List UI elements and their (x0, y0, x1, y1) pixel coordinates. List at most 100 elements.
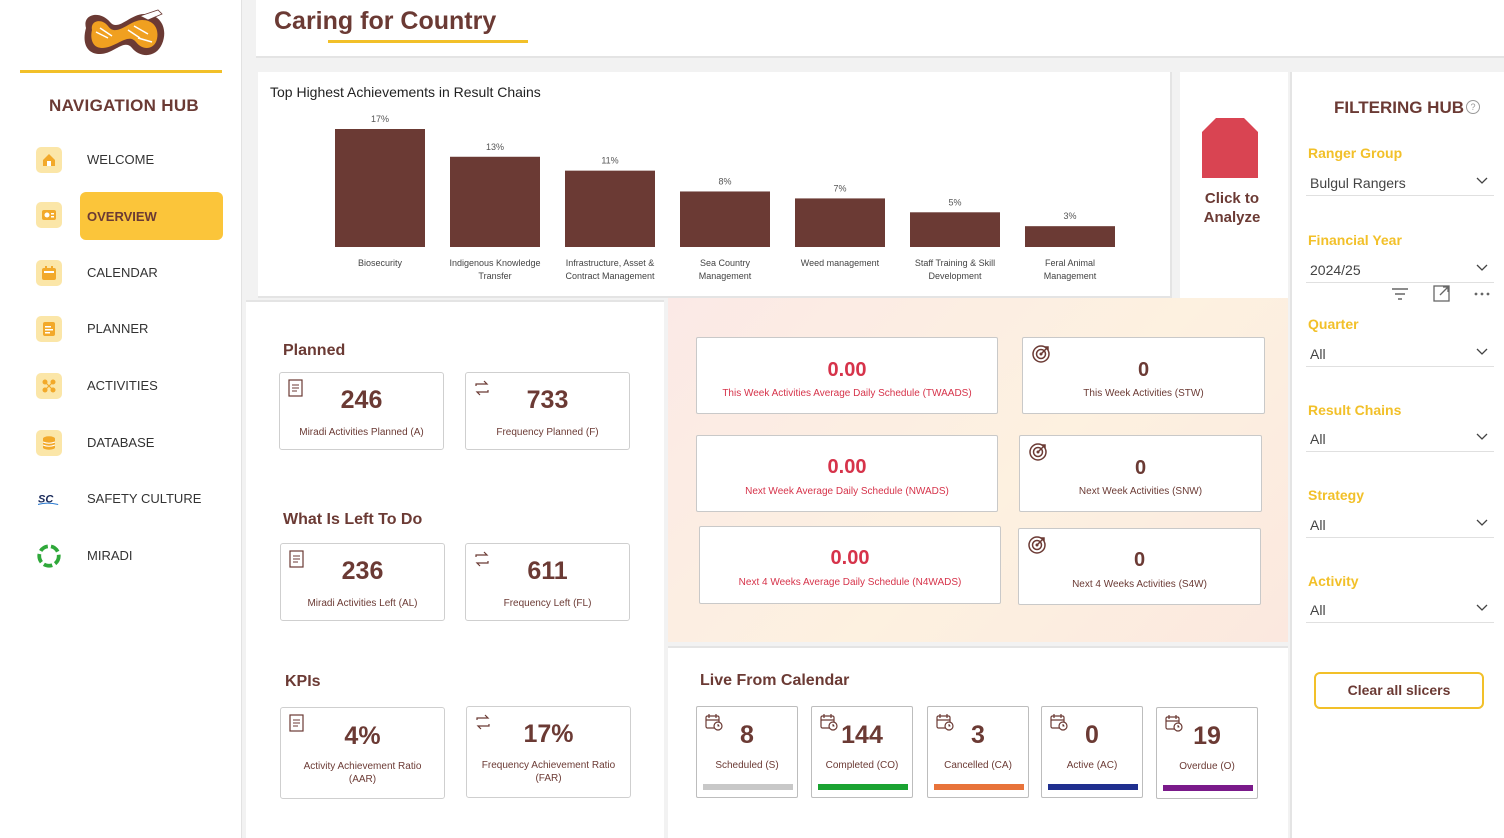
repeat-icon (476, 714, 490, 730)
nav-item-miradi[interactable]: MIRADI (0, 533, 242, 579)
nav-divider (20, 70, 222, 73)
card-value: 3 (971, 721, 985, 749)
dropdown-value: All (1310, 602, 1326, 618)
chart-data-label: 13% (486, 142, 504, 152)
chart-data-label: 11% (601, 156, 618, 166)
card-value: 17% (523, 720, 574, 748)
filter-title: FILTERING HUB (1334, 98, 1465, 117)
status-bar (1163, 785, 1253, 791)
nav-item-welcome[interactable]: WELCOME (0, 137, 242, 183)
page-title: Caring for Country (274, 7, 497, 35)
repeat-icon (475, 380, 489, 396)
safety-culture-logo-icon: SC (36, 486, 62, 512)
filtering-hub-panel: FILTERING HUB ? Ranger Group Bulgul Rang… (1290, 72, 1504, 838)
filter-label-financial-year: Financial Year (1308, 232, 1402, 248)
calendar-clock-icon (1050, 714, 1068, 731)
home-icon (36, 147, 62, 173)
focus-mode-icon[interactable] (1433, 285, 1450, 302)
help-icon[interactable]: ? (1466, 100, 1480, 114)
chart-bar[interactable] (450, 156, 540, 247)
calendar-clock-icon (1165, 715, 1183, 732)
result-chains-dropdown[interactable]: All (1306, 426, 1494, 452)
card-label: Active (AC) (1066, 760, 1118, 771)
left-to-do-title: What Is Left To Do (283, 511, 423, 528)
filter-label-activity: Activity (1308, 573, 1359, 589)
card-value: 236 (341, 557, 384, 585)
database-icon (36, 430, 62, 456)
organization-logo (84, 9, 165, 56)
navigation-panel: NAVIGATION HUB WELCOME OVERVIEW CALENDAR… (0, 0, 242, 838)
chart-data-label: 17% (371, 114, 389, 124)
target-icon (1028, 536, 1046, 554)
chart-bar[interactable] (680, 191, 770, 247)
card-label: Miradi Activities Planned (A) (299, 427, 424, 438)
nav-item-overview[interactable]: OVERVIEW (0, 192, 242, 240)
card-label: Cancelled (CA) (944, 760, 1012, 771)
chevron-down-icon (1476, 264, 1488, 271)
strategy-dropdown[interactable]: All (1306, 512, 1494, 538)
chart-data-label: 8% (718, 176, 731, 186)
dropdown-value: All (1310, 517, 1326, 533)
chart-bar[interactable] (335, 129, 425, 247)
nav-item-activities[interactable]: ACTIVITIES (0, 363, 242, 409)
card-value: 19 (1193, 722, 1221, 750)
dropdown-value: All (1310, 431, 1326, 447)
chevron-down-icon (1476, 433, 1488, 440)
nav-label: CALENDAR (87, 265, 158, 280)
calendar-icon (36, 260, 62, 286)
analyze-label-line2: Analyze (1203, 209, 1261, 226)
card-frequency-achievement-ratio: 17% Frequency Achievement Ratio (FAR) (466, 706, 631, 798)
card-label: Activity Achievement Ratio (AAR) (281, 760, 444, 786)
status-bar (703, 784, 793, 790)
chart-title: Top Highest Achievements in Result Chain… (270, 84, 541, 100)
nav-item-database[interactable]: DATABASE (0, 420, 242, 466)
quarter-dropdown[interactable]: All (1306, 341, 1494, 367)
card-overdue: 19 Overdue (O) (1156, 707, 1258, 799)
clear-all-slicers-button[interactable]: Clear all slicers (1314, 672, 1484, 709)
nav-item-safety-culture[interactable]: SC SAFETY CULTURE (0, 476, 242, 522)
chart-data-label: 5% (948, 197, 961, 207)
calendar-clock-icon (820, 714, 838, 731)
chart-category-label: Contract Management (565, 271, 655, 281)
document-icon (289, 550, 304, 568)
calendar-clock-icon (936, 714, 954, 731)
nav-label: PLANNER (87, 321, 149, 336)
card-value: 144 (841, 721, 883, 749)
nav-item-calendar[interactable]: CALENDAR (0, 250, 242, 296)
activity-dropdown[interactable]: All (1306, 597, 1494, 623)
card-label: Frequency Planned (F) (496, 427, 599, 438)
chart-bar[interactable] (565, 170, 655, 247)
live-title: Live From Calendar (700, 672, 850, 689)
click-to-analyze-button[interactable]: Click to Analyze (1180, 72, 1288, 298)
chart-category-label: Feral Animal (1045, 258, 1095, 268)
nav-item-planner[interactable]: PLANNER (0, 306, 242, 352)
card-value: 0.00 (830, 547, 870, 569)
ranger-group-dropdown[interactable]: Bulgul Rangers (1306, 170, 1494, 196)
card-next-4-weeks-activities: 0 Next 4 Weeks Activities (S4W) (1018, 528, 1261, 605)
title-underline (328, 40, 528, 43)
card-this-week-activities: 0 This Week Activities (STW) (1022, 337, 1265, 414)
chevron-down-icon (1476, 348, 1488, 355)
more-options-icon[interactable] (1474, 292, 1490, 296)
card-value: 0 (1134, 457, 1147, 479)
achievements-chart-panel: Top Highest Achievements in Result Chain… (258, 72, 1172, 298)
filter-icon[interactable] (1392, 288, 1408, 300)
nav-label: ACTIVITIES (87, 378, 158, 393)
card-value: 0 (1133, 549, 1146, 571)
nav-label: DATABASE (87, 435, 155, 450)
nav-label: SAFETY CULTURE (87, 491, 202, 506)
card-label: Next Week Average Daily Schedule (NWADS) (745, 486, 949, 497)
status-bar (1048, 784, 1138, 790)
nav-title: NAVIGATION HUB (49, 96, 199, 115)
active-highlight (80, 192, 223, 240)
chart-category-label: Management (1044, 271, 1097, 281)
filter-label-ranger-group: Ranger Group (1308, 145, 1403, 161)
document-icon (288, 379, 303, 397)
chart-bar[interactable] (910, 212, 1000, 247)
financial-year-dropdown[interactable]: 2024/25 (1306, 257, 1494, 283)
chart-bar[interactable] (795, 198, 885, 247)
nav-label: OVERVIEW (87, 209, 157, 224)
repeat-icon (475, 551, 489, 567)
chevron-down-icon (1476, 604, 1488, 611)
chart-bar[interactable] (1025, 226, 1115, 247)
